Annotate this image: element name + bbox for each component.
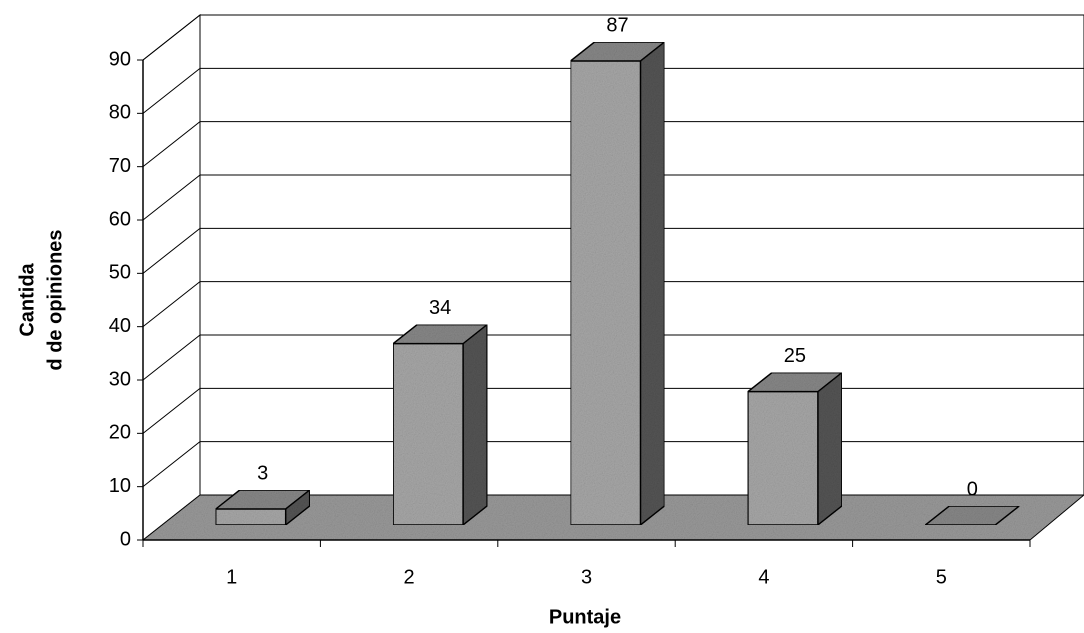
y-tick-label: 40 bbox=[109, 315, 131, 337]
data-label: 34 bbox=[429, 297, 451, 319]
y-tick-label: 10 bbox=[109, 475, 131, 497]
bar-face bbox=[745, 371, 845, 393]
x-tick-label: 5 bbox=[936, 566, 947, 588]
y-tick-label: 20 bbox=[109, 422, 131, 444]
y-tick-label: 80 bbox=[109, 102, 131, 124]
bar bbox=[390, 323, 490, 527]
x-tick-label: 2 bbox=[404, 566, 415, 588]
bar-face bbox=[923, 505, 1022, 526]
bar-face bbox=[639, 40, 666, 527]
bar-face bbox=[568, 41, 667, 62]
y-tick-label: 50 bbox=[109, 262, 131, 284]
bar bbox=[745, 371, 845, 527]
x-tick-label: 4 bbox=[758, 566, 769, 588]
bar-face bbox=[462, 323, 488, 527]
y-axis-title: Cantida bbox=[16, 262, 38, 336]
data-label: 3 bbox=[257, 462, 268, 484]
data-label: 25 bbox=[784, 345, 806, 367]
bar-face bbox=[213, 489, 312, 510]
y-tick-label: 60 bbox=[109, 208, 131, 230]
y-axis-title: d de opiniones bbox=[44, 229, 66, 370]
bar-face bbox=[747, 390, 819, 526]
bar-face bbox=[569, 60, 642, 526]
data-label: 0 bbox=[967, 478, 978, 500]
grid-line bbox=[142, 121, 1084, 168]
data-label: 87 bbox=[606, 14, 628, 36]
x-axis-title: Puntaje bbox=[549, 606, 621, 628]
grid-line bbox=[142, 281, 1084, 328]
bar-face bbox=[214, 508, 287, 526]
bar-face bbox=[392, 342, 464, 526]
y-tick-label: 0 bbox=[120, 528, 131, 550]
bar bbox=[568, 40, 667, 527]
grid-line bbox=[142, 334, 1084, 381]
x-tick-label: 3 bbox=[581, 566, 592, 588]
y-tick-label: 90 bbox=[109, 48, 131, 70]
grid-line bbox=[142, 67, 1084, 114]
x-tick-label: 1 bbox=[226, 566, 237, 588]
y-tick-label: 70 bbox=[109, 155, 131, 177]
bar-face bbox=[390, 323, 490, 345]
grid-line bbox=[142, 227, 1084, 274]
bar bbox=[923, 505, 1022, 526]
grid-line bbox=[142, 14, 1084, 61]
bar bbox=[213, 488, 312, 527]
y-tick-label: 30 bbox=[109, 368, 131, 390]
grid-line bbox=[142, 174, 1084, 221]
bar-face bbox=[817, 371, 843, 527]
side-wall bbox=[142, 13, 201, 542]
